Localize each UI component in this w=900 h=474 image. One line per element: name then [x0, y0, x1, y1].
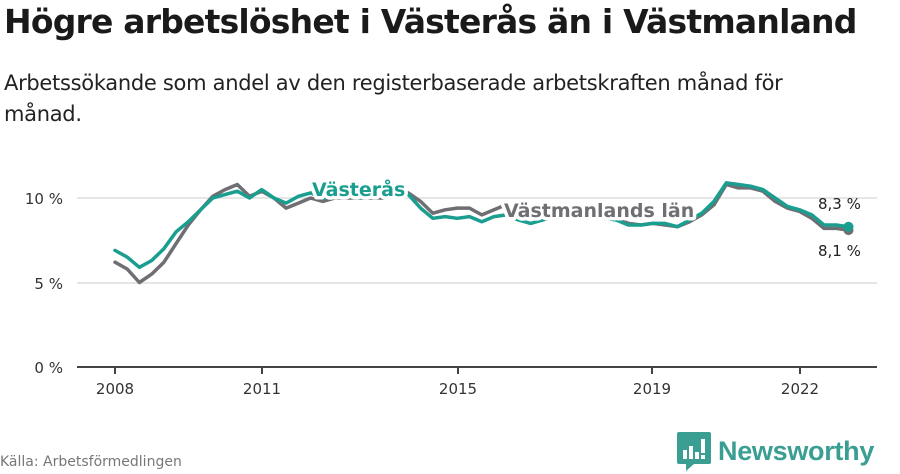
x-tick-label-2008: 2008 — [96, 380, 134, 398]
brand-name: Newsworthy — [718, 435, 875, 466]
series-layer — [113, 181, 854, 285]
newsworthy-chart-icon — [677, 432, 711, 471]
x-tick-label-2015: 2015 — [439, 380, 477, 398]
x-ticks — [114, 367, 801, 374]
newsworthy-logo[interactable]: Newsworthy — [676, 430, 874, 472]
end-label-vastmanland: 8,1 % — [818, 242, 861, 260]
y-tick-label-10: 10 % — [25, 190, 63, 208]
label-vastmanland-halo: Västmanlands län — [504, 200, 694, 222]
y-tick-label-5: 5 % — [34, 275, 63, 293]
x-tick-label-2019: 2019 — [633, 380, 671, 398]
x-tick-label-2022: 2022 — [781, 380, 819, 398]
label-vastmanland: Västmanlands län — [504, 200, 694, 222]
label-vasteras-halo: Västerås — [312, 177, 405, 201]
source-note: Källa: Arbetsförmedlingen — [0, 454, 182, 470]
x-tick-label-2011: 2011 — [243, 380, 281, 398]
y-tick-label-0: 0 % — [34, 359, 63, 377]
label-vasteras: Västerås — [312, 177, 405, 201]
end-point-vasteras — [843, 221, 854, 232]
end-label-vasteras: 8,3 % — [818, 195, 861, 213]
chart-title: Högre arbetslöshet i Västerås än i Västm… — [4, 2, 857, 41]
series-line-vasteras — [113, 181, 851, 270]
chart-subtitle: Arbetssökande som andel av den registerb… — [4, 71, 783, 126]
series-line-vastmanland — [113, 182, 851, 285]
